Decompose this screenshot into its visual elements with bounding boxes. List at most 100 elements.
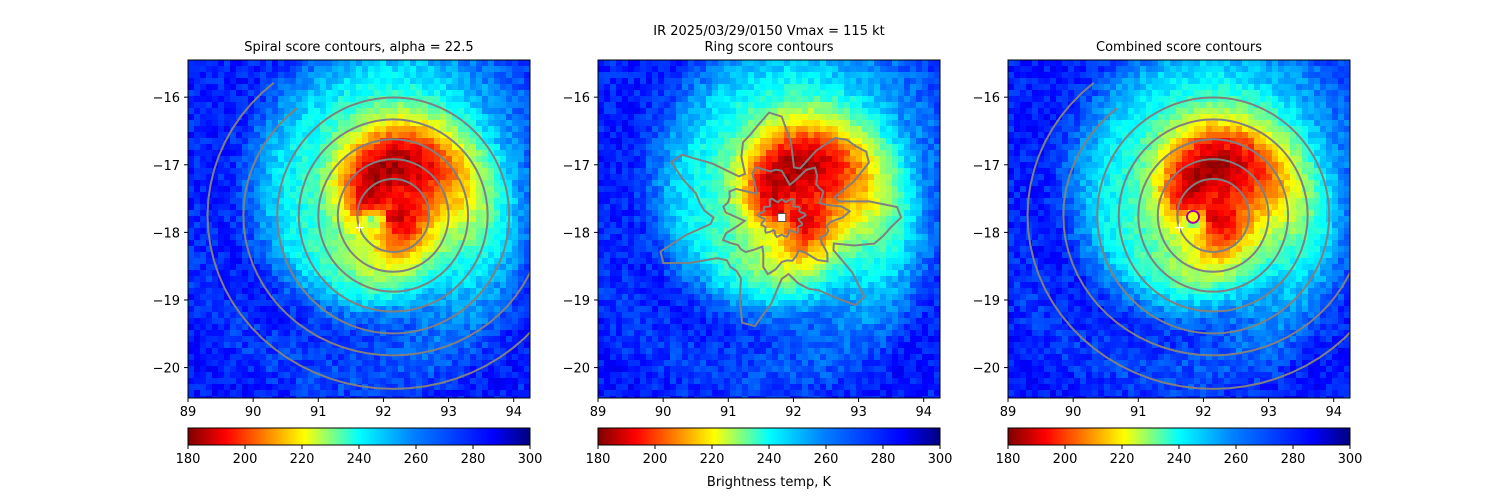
heatmap-cell [898,126,904,132]
heatmap-cell [374,198,380,204]
heatmap-cell [778,138,784,144]
heatmap-cell [458,174,464,180]
heatmap-cell [844,192,850,198]
heatmap-cell [688,66,694,72]
heatmap-cell [524,84,530,90]
heatmap-cell [604,114,610,120]
heatmap-cell [518,78,524,84]
heatmap-cell [892,72,898,78]
heatmap-cell [242,366,248,372]
heatmap-cell [500,288,506,294]
heatmap-cell [512,126,518,132]
heatmap-cell [404,156,410,162]
heatmap-cell [904,72,910,78]
heatmap-cell [206,282,212,288]
heatmap-cell [422,162,428,168]
heatmap-cell [350,186,356,192]
heatmap-cell [320,318,326,324]
heatmap-cell [754,192,760,198]
heatmap-cell [284,384,290,390]
heatmap-cell [856,132,862,138]
heatmap-cell [302,162,308,168]
heatmap-cell [766,174,772,180]
heatmap-cell [374,354,380,360]
heatmap-cell [188,336,194,342]
heatmap-cell [682,216,688,222]
heatmap-cell [410,60,416,66]
heatmap-cell [320,390,326,396]
heatmap-cell [458,66,464,72]
heatmap-cell [266,312,272,318]
heatmap-cell [464,318,470,324]
heatmap-cell [200,384,206,390]
heatmap-cell [398,246,404,252]
heatmap-cell [224,120,230,126]
heatmap-cell [398,384,404,390]
heatmap-cell [422,78,428,84]
heatmap-cell [790,186,796,192]
heatmap-cell [856,168,862,174]
heatmap-cell [272,240,278,246]
heatmap-cell [428,318,434,324]
heatmap-cell [242,78,248,84]
heatmap-cell [416,168,422,174]
heatmap-cell [356,60,362,66]
heatmap-cell [266,396,272,398]
heatmap-cell [694,234,700,240]
heatmap-cell [428,384,434,390]
heatmap-cell [416,60,422,66]
heatmap-cell [458,72,464,78]
heatmap-cell [218,306,224,312]
heatmap-cell [736,168,742,174]
heatmap-cell [880,150,886,156]
heatmap-cell [676,126,682,132]
heatmap-cell [410,360,416,366]
heatmap-cell [278,384,284,390]
heatmap-cell [518,210,524,216]
heatmap-cell [356,366,362,372]
heatmap-cell [458,90,464,96]
heatmap-cell [506,378,512,384]
heatmap-cell [248,174,254,180]
heatmap-cell [260,162,266,168]
heatmap-cell [808,168,814,174]
heatmap-cell [374,348,380,354]
heatmap-cell [218,246,224,252]
heatmap-cell [452,240,458,246]
heatmap-cell [416,192,422,198]
heatmap-cell [350,228,356,234]
heatmap-cell [892,90,898,96]
heatmap-cell [518,360,524,366]
heatmap-cell [524,360,530,366]
heatmap-cell [236,144,242,150]
heatmap-cell [458,264,464,270]
heatmap-cell [428,222,434,228]
heatmap-cell [344,264,350,270]
heatmap-cell [790,120,796,126]
heatmap-cell [254,72,260,78]
heatmap-cell [826,144,832,150]
heatmap-cell [446,138,452,144]
heatmap-cell [664,204,670,210]
heatmap-cell [302,282,308,288]
heatmap-cell [706,120,712,126]
heatmap-cell [512,84,518,90]
heatmap-cell [658,150,664,156]
heatmap-cell [308,390,314,396]
heatmap-cell [200,174,206,180]
heatmap-cell [730,78,736,84]
heatmap-cell [506,186,512,192]
heatmap-cell [748,90,754,96]
heatmap-cell [404,354,410,360]
heatmap-cell [604,168,610,174]
heatmap-cell [380,144,386,150]
heatmap-cell [344,150,350,156]
heatmap-cell [772,162,778,168]
heatmap-cell [464,168,470,174]
heatmap-cell [452,210,458,216]
heatmap-cell [410,318,416,324]
heatmap-cell [236,126,242,132]
heatmap-cell [362,114,368,120]
heatmap-cell [706,192,712,198]
heatmap-cell [272,258,278,264]
